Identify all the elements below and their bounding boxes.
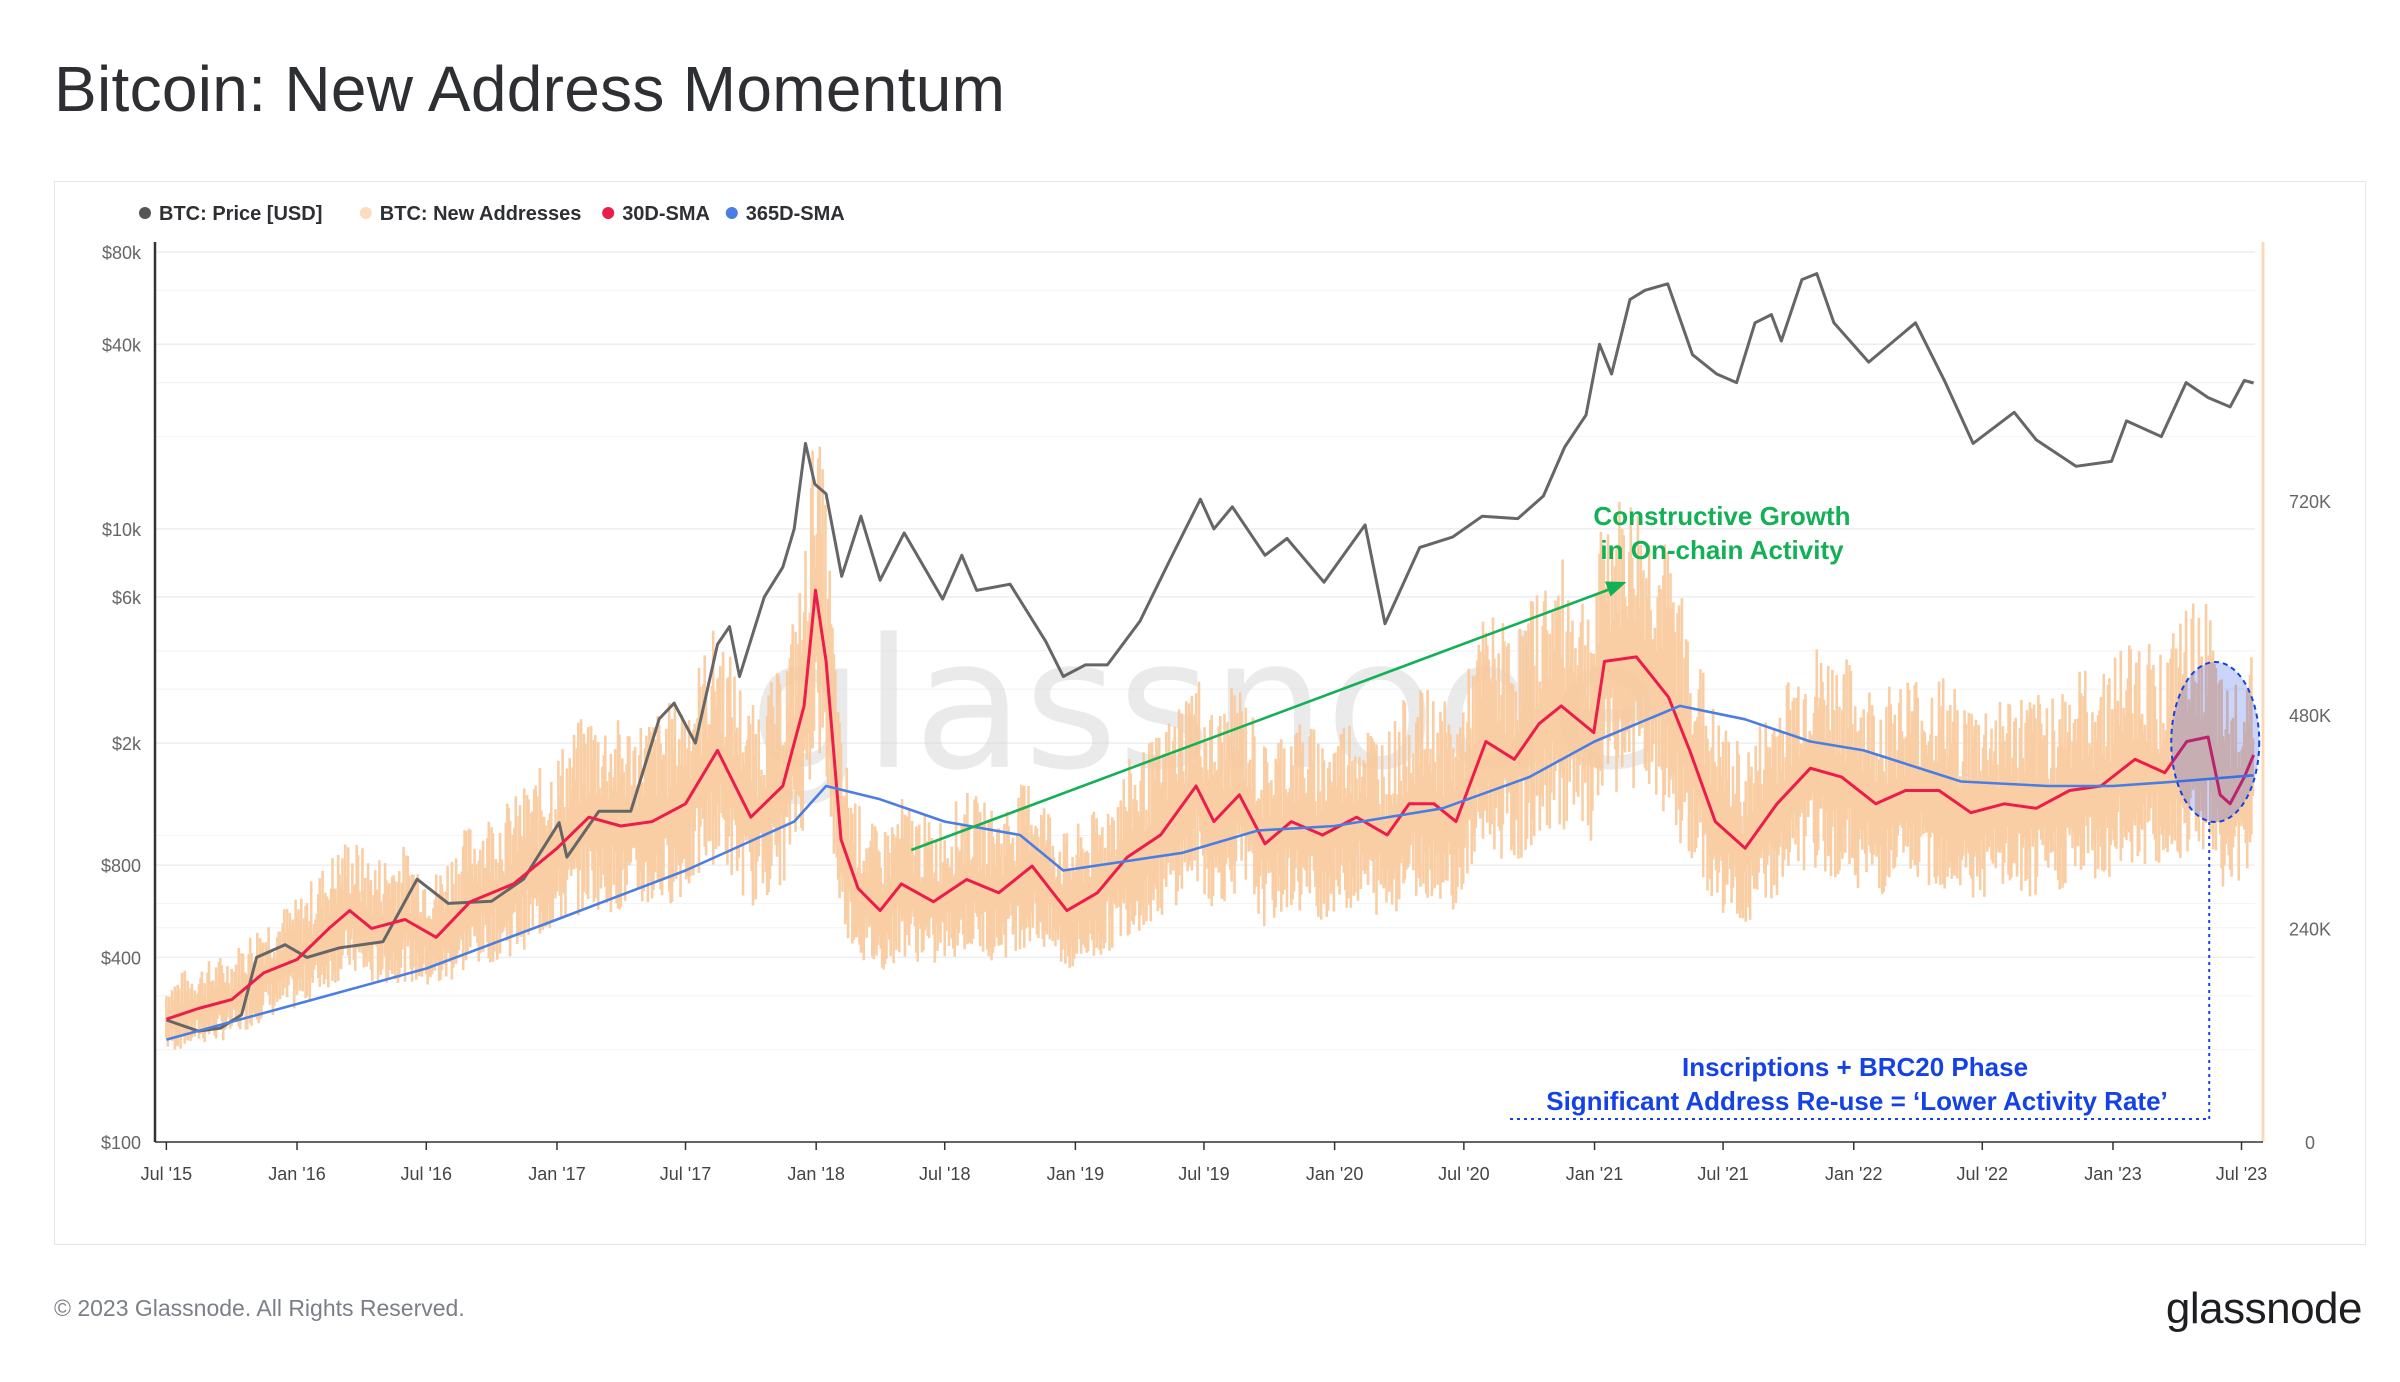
series-line-0 (165, 272, 2255, 1033)
x-tick-0: Jul '15 (141, 1164, 192, 1184)
new-addresses-bars (165, 446, 2255, 1050)
y-right-tick-3: 0 (2305, 1133, 2315, 1153)
legend: BTC: Price [USD] BTC: New Addresses 30D-SM… (139, 203, 845, 225)
chart-svg: BTC: Price [USD] BTC: New Addresses 30D-SM… (101, 203, 2331, 1184)
y-left-tick-6: $400 (101, 948, 141, 968)
y-left-tick-4: $2k (112, 734, 142, 754)
brand-logo: glassnode (2165, 1284, 2363, 1333)
page-title: Bitcoin: New Address Momentum (54, 53, 1006, 125)
legend-label-3: 365D-SMA (746, 203, 845, 225)
annotation-growth-line1: Constructive Growth (1593, 501, 1850, 531)
x-tick-6: Jul '18 (919, 1164, 970, 1184)
x-tick-14: Jul '22 (1957, 1164, 2008, 1184)
y-right-tick-0: 720K (2289, 492, 2331, 512)
legend-label-1: BTC: New Addresses (380, 203, 582, 225)
legend-label-0: BTC: Price [USD] (159, 203, 322, 225)
annotation-growth-line2: in On-chain Activity (1600, 535, 1844, 565)
annotation-brc20-line2: Significant Address Re-use = ‘Lower Acti… (1546, 1086, 2168, 1116)
axes: $80k $40k $10k $6k $2k $800 $400 $100 720K 480K 24… (101, 242, 2331, 1184)
series-line-1 (165, 588, 2255, 1021)
series-lines (165, 272, 2255, 1041)
x-tick-15: Jan '23 (2084, 1164, 2141, 1184)
growth-arrow (910, 584, 1619, 852)
x-tick-11: Jan '21 (1566, 1164, 1623, 1184)
series-new-addresses (165, 446, 2255, 1050)
y-left-tick-3: $6k (112, 588, 142, 608)
growth-arrow-head (1604, 581, 1627, 597)
series-line-2 (166, 704, 2254, 1041)
legend-label-2: 30D-SMA (622, 203, 710, 225)
legend-marker-1 (359, 207, 372, 219)
y-left-tick-5: $800 (101, 856, 141, 876)
y-left-tick-7: $100 (101, 1133, 141, 1153)
x-tick-1: Jan '16 (268, 1164, 325, 1184)
y-left-tick-0: $80k (102, 243, 142, 263)
x-tick-2: Jul '16 (401, 1164, 452, 1184)
x-tick-3: Jan '17 (528, 1164, 585, 1184)
legend-marker-0 (139, 207, 151, 219)
annotations: Constructive Growth in On-chain Activity I… (910, 501, 2261, 1120)
x-tick-10: Jul '20 (1438, 1164, 1489, 1184)
y-left-tick-2: $10k (102, 520, 142, 540)
y-left-tick-1: $40k (102, 335, 142, 355)
x-tick-8: Jul '19 (1178, 1164, 1229, 1184)
y-right-tick-2: 240K (2289, 919, 2331, 939)
copyright: © 2023 Glassnode. All Rights Reserved. (54, 1295, 465, 1321)
y-right-tick-1: 480K (2289, 706, 2331, 726)
annotation-brc20-line1: Inscriptions + BRC20 Phase (1682, 1052, 2028, 1082)
x-tick-5: Jan '18 (787, 1164, 844, 1184)
chart-panel: BTC: Price [USD] BTC: New Addresses 30D-SM… (54, 181, 2366, 1245)
x-tick-16: Jul '23 (2216, 1164, 2267, 1184)
x-tick-4: Jul '17 (660, 1164, 711, 1184)
x-tick-13: Jan '22 (1825, 1164, 1882, 1184)
legend-marker-2 (602, 207, 615, 219)
x-tick-12: Jul '21 (1697, 1164, 1748, 1184)
legend-marker-3 (725, 207, 738, 219)
x-tick-7: Jan '19 (1047, 1164, 1104, 1184)
x-tick-9: Jan '20 (1306, 1164, 1363, 1184)
brc20-highlight-ellipse (2170, 661, 2261, 823)
